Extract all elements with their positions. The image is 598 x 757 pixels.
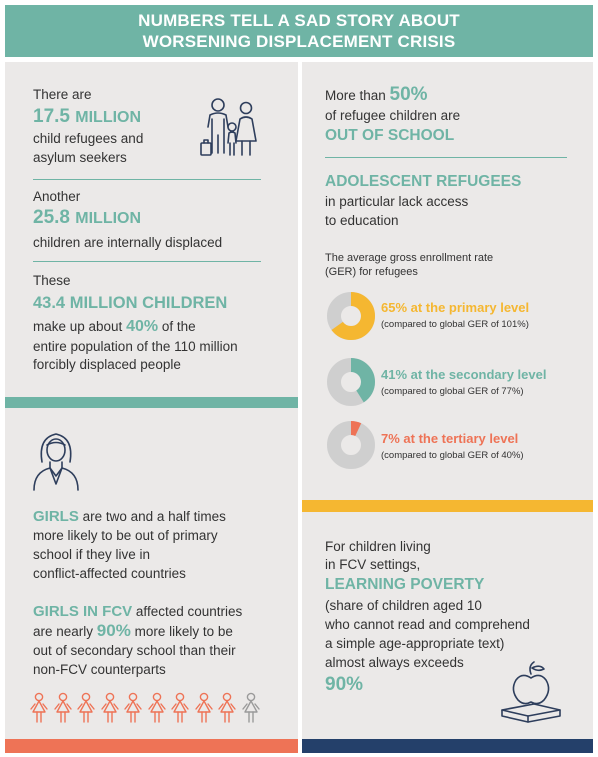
learning-line-5: a simple age-appropriate text) <box>325 636 505 651</box>
internal-figure: 25.8 MILLION <box>33 207 141 230</box>
girls-p1-line-4: conflict-affected countries <box>33 566 186 581</box>
accent-bar-teal <box>5 397 298 408</box>
girls-p2-bold: GIRLS IN FCV <box>33 603 133 620</box>
title-line-1: NUMBERS TELL A SAD STORY ABOUT <box>138 11 460 30</box>
divider-3 <box>325 157 567 158</box>
school-line-2: of refugee children are <box>325 108 461 123</box>
title-line-2: WORSENING DISPLACEMENT CRISIS <box>142 32 456 51</box>
total-headline: 43.4 MILLION CHILDREN <box>33 294 228 312</box>
girls-p1-bold: GIRLS <box>33 508 79 525</box>
divider-2 <box>33 261 261 262</box>
ger-secondary-compare: (compared to global GER of 77%) <box>381 386 524 397</box>
learning-pct: 90% <box>325 674 364 695</box>
refugees-intro: There are <box>33 87 92 102</box>
learning-line-3: (share of children aged 10 <box>325 598 482 613</box>
ger-tertiary-label: 7% at the tertiary level <box>381 431 519 446</box>
girl-figure-icon <box>30 692 48 723</box>
school-line-1: More than 50% <box>325 84 428 105</box>
apple-books-icon <box>501 661 561 723</box>
internal-intro: Another <box>33 189 81 204</box>
learning-line-6: almost always exceeds <box>325 655 464 670</box>
school-line-3: OUT OF SCHOOL <box>325 127 455 144</box>
donut-secondary-fill <box>327 358 375 406</box>
girls-p1-line-1: GIRLS are two and a half times <box>33 508 226 526</box>
school-pct: 50% <box>389 84 428 105</box>
accent-bar-coral <box>5 739 298 753</box>
girl-figure-icon <box>100 692 119 723</box>
donut-primary-fill <box>327 292 375 340</box>
refugees-desc-line-1: child refugees and <box>33 131 144 146</box>
girl-figure-icon <box>194 692 213 723</box>
divider-1 <box>33 179 261 180</box>
girls-p1-line-3: school if they live in <box>33 547 151 562</box>
ger-secondary-label: 41% at the secondary level <box>381 367 547 382</box>
title-banner: NUMBERS TELL A SAD STORY ABOUT WORSENING… <box>5 5 593 57</box>
ger-intro-line-2: (GER) for refugees <box>325 266 418 278</box>
total-line-1: make up about 40% of the <box>33 318 196 336</box>
girl-figure-icon <box>171 692 189 723</box>
girls-p2-pct: 90% <box>96 621 131 640</box>
refugees-figure: 17.5 MILLION <box>33 106 141 129</box>
girls-p2-line-1: GIRLS IN FCV affected countries <box>33 603 242 621</box>
girls-p1-rest: are two and a half times <box>78 509 226 524</box>
internal-number: 25.8 <box>33 207 70 228</box>
panel-learning-poverty <box>302 512 593 739</box>
total-line-1-pre: make up about <box>33 319 127 334</box>
donut-tertiary <box>327 421 375 469</box>
girl-icon <box>33 433 79 491</box>
ger-tertiary-compare: (compared to global GER of 40%) <box>381 450 524 461</box>
learning-heading: LEARNING POVERTY <box>325 576 485 593</box>
donut-secondary <box>327 358 375 406</box>
learning-line-1: For children living <box>325 539 431 554</box>
total-intro: These <box>33 273 71 288</box>
adolescent-line-2: to education <box>325 213 399 228</box>
total-pct: 40% <box>126 318 159 335</box>
school-pre: More than <box>325 88 390 103</box>
girl-figure-icon <box>53 692 72 723</box>
girl-figures-row <box>30 692 270 726</box>
girls-p2-rest: affected countries <box>132 604 243 619</box>
ger-primary-compare: (compared to global GER of 101%) <box>381 319 529 330</box>
learning-line-4: who cannot read and comprehend <box>325 617 530 632</box>
girl-figure-icon <box>218 692 236 723</box>
page-title: NUMBERS TELL A SAD STORY ABOUT WORSENING… <box>138 10 460 52</box>
girl-figure-icon <box>124 692 142 723</box>
refugees-unit: MILLION <box>75 109 142 126</box>
adolescent-heading: ADOLESCENT REFUGEES <box>325 173 522 190</box>
girls-p2-line-3: out of secondary school than their <box>33 643 236 658</box>
girl-figure-icon <box>147 692 166 723</box>
family-icon <box>200 98 257 156</box>
girls-p2-line-2-post: more likely to be <box>130 624 233 639</box>
donut-tertiary-fill <box>327 421 375 469</box>
learning-line-2: in FCV settings, <box>325 557 421 572</box>
total-line-2: entire population of the 110 million <box>33 339 238 354</box>
ger-primary-label: 65% at the primary level <box>381 300 530 315</box>
panel-girls-stats <box>5 408 298 739</box>
donut-primary <box>327 292 375 340</box>
internal-unit: MILLION <box>75 210 142 227</box>
internal-desc: children are internally displaced <box>33 235 223 250</box>
total-line-1-post: of the <box>158 319 196 334</box>
girls-p2-line-2: are nearly 90% more likely to be <box>33 622 233 641</box>
adolescent-line-1: in particular lack access <box>325 194 469 209</box>
ger-intro-line-1: The average gross enrollment rate <box>325 252 494 264</box>
accent-bar-navy <box>302 739 593 753</box>
refugees-number: 17.5 <box>33 106 70 127</box>
girls-p2-line-2-pre: are nearly <box>33 624 97 639</box>
refugees-desc-line-2: asylum seekers <box>33 150 127 165</box>
total-line-3: forcibly displaced people <box>33 357 181 372</box>
girls-p2-line-4: non-FCV counterparts <box>33 662 166 677</box>
girls-p1-line-2: more likely to be out of primary <box>33 528 218 543</box>
girl-figure-icon <box>77 692 95 723</box>
accent-bar-yellow <box>302 500 593 512</box>
girl-figure-dim-icon <box>241 692 260 723</box>
